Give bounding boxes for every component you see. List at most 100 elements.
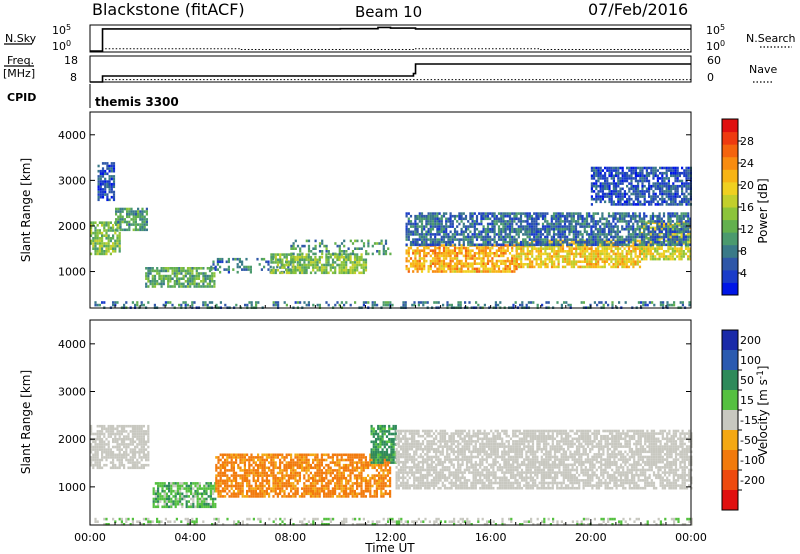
heat-cell [541,240,545,244]
heat-cell [502,243,505,247]
heat-cell [107,450,110,454]
heat-cell [519,225,523,228]
heat-cell [354,301,357,304]
heat-cell [130,210,133,213]
heat-cell [636,255,639,258]
heat-cell [168,487,171,490]
heat-cell [634,238,637,241]
heat-cell [230,469,233,472]
heat-cell [585,212,589,215]
heat-cell [674,179,677,183]
colorbar-swatch [722,207,738,221]
heat-cell [629,220,633,223]
heat-cell [208,269,212,273]
heat-cell [327,252,330,256]
heat-cell [515,250,518,253]
heat-cell [680,214,683,218]
heat-cell [132,212,135,216]
heat-cell [513,230,516,234]
heat-cell [685,169,688,172]
heat-cell [305,258,308,262]
heat-cell [610,203,613,206]
heat-cell [684,238,688,241]
heat-cell [151,280,154,283]
heat-cell [442,225,446,228]
heat-cell [637,190,640,193]
heat-cell [405,230,408,234]
heat-cell [413,303,416,307]
heat-cell [145,272,148,275]
heat-cell [647,252,650,256]
heat-cell [478,222,481,226]
heat-cell [674,200,677,204]
heat-cell [493,212,496,215]
heat-cell [196,495,199,498]
heat-cell [557,214,560,218]
heat-cell [149,267,152,270]
nsearch-series-line [90,48,691,52]
heat-cell [101,443,104,446]
heat-cell [625,214,628,218]
heat-cell [98,445,101,449]
heat-cell [563,217,567,221]
heat-cell [249,270,252,274]
heat-cell [101,250,104,253]
heat-cell [581,222,584,226]
heat-cell [192,497,195,501]
heat-cell [687,212,690,215]
heat-cell [101,239,104,243]
heat-cell [140,466,143,470]
heat-cell [482,262,485,265]
heat-cell [440,265,443,268]
heat-cell [424,301,427,304]
heat-cell [92,466,95,470]
heat-cell [92,224,95,227]
heat-cell [204,285,207,288]
heat-cell [192,482,195,485]
heat-cell [625,225,628,228]
heat-cell [625,255,628,258]
heat-cell [515,243,518,247]
heat-cell [145,456,148,459]
heat-cell [189,269,192,273]
heat-cell [676,225,679,228]
heat-cell [237,453,240,457]
heat-cell [247,268,250,271]
heat-cell [500,212,503,215]
heat-cell [482,267,485,271]
heat-cell [618,243,622,247]
heat-cell [427,220,430,223]
heat-cell [256,257,259,261]
heat-cell [588,212,591,215]
heat-cell [482,257,485,260]
heat-cell [98,252,101,256]
heat-cell [279,261,282,264]
heat-cell [685,182,688,185]
heat-cell [530,240,534,244]
heat-cell [170,492,173,496]
heat-cell [320,263,324,267]
heat-cell [528,217,531,221]
heat-cell [486,217,490,221]
heat-cell [597,190,600,193]
heat-cell [618,240,622,244]
heat-cell [629,225,633,228]
heat-cell [651,255,655,258]
heat-cell [590,203,593,206]
heat-cell [429,265,432,268]
heat-cell [619,257,622,261]
heat-cell [427,267,430,271]
heat-cell [446,303,449,307]
heat-cell [414,259,417,263]
heat-cell [114,435,117,438]
heat-cell [409,225,413,228]
heat-cell [682,227,685,231]
heat-cell [217,487,220,490]
heat-cell [309,271,313,275]
heat-cell [568,225,571,228]
heat-cell [205,489,208,493]
heat-cell [245,265,248,269]
heat-cell [511,254,514,258]
heat-cell [662,240,666,244]
heat-cell [636,235,639,239]
